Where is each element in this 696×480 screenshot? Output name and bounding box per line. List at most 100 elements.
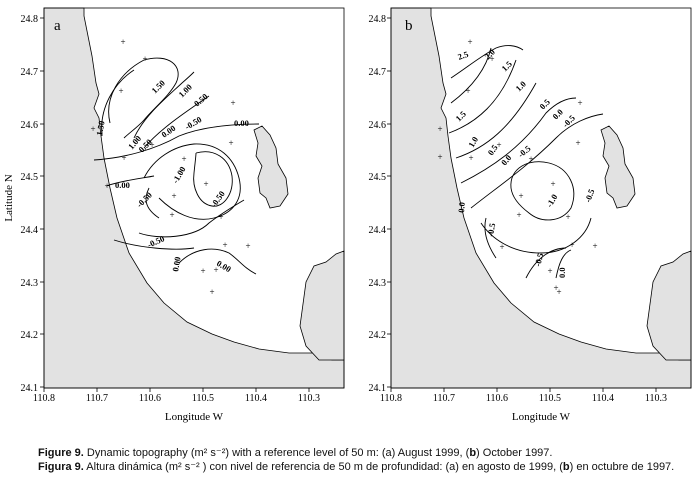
x-tick-label: 110.3 [645,393,667,404]
y-tick-label: 24.3 [21,278,39,289]
caption-figure-label: Figura 9. [38,461,84,473]
y-ticks-b: 24.8 24.7 24.6 24.5 24.4 24.3 24.2 24.1 [369,14,387,394]
panel-letter: a [54,18,61,34]
x-axis-label-b: Longitude W [512,411,571,423]
y-tick-label: 24.4 [369,225,387,236]
panel-a: +++ +++ +++ +++ +++ +++ + 1.50 1.00 0.50… [40,7,345,392]
contour-label: 1.0 [466,135,480,149]
x-tick-label: 110.8 [33,393,55,404]
contours-b [448,45,604,279]
svg-text:+: + [565,212,570,222]
svg-text:+: + [218,212,223,222]
x-tick-label: 110.5 [539,393,561,404]
contour-label: 0.0 [456,202,467,213]
svg-text:+: + [592,241,597,251]
svg-text:+: + [200,266,205,276]
svg-text:+: + [181,154,186,164]
contour-label: 2.5 [456,49,469,62]
svg-text:+: + [213,265,218,275]
svg-text:+: + [222,240,227,250]
svg-text:+: + [528,154,533,164]
x-ticks-b: 110.8 110.7 110.6 110.5 110.4 110.3 [380,393,667,404]
y-tick-label: 24.7 [21,67,39,78]
svg-text:+: + [569,240,574,250]
x-tick-label: 110.7 [433,393,455,404]
contour-labels-b: 2.5 2.0 1.5 1.0 1.5 0.5 0.0 -0.5 1.0 0.5… [453,47,596,278]
caption-spanish: Figura 9. Altura dinámica (m² s⁻² ) con … [38,460,674,473]
svg-text:+: + [556,287,561,297]
y-tick-label: 24.7 [369,67,387,78]
svg-text:+: + [245,241,250,251]
svg-text:+: + [142,54,147,64]
y-tick-label: 24.4 [21,225,39,236]
y-tick-label: 24.1 [21,383,39,394]
svg-text:+: + [169,210,174,220]
panel-b: +++ ++ + +++ +++ +++ +++ ++ 2.5 2.0 1.5 1… [387,7,692,392]
caption-end: ) en octubre de 1997. [569,461,675,473]
svg-text:+: + [577,98,582,108]
svg-text:+: + [149,140,154,150]
y-tick-label: 24.8 [369,14,387,25]
x-tick-label: 110.6 [139,393,161,404]
y-tick-label: 24.5 [369,172,387,183]
svg-text:+: + [547,266,552,276]
x-ticks-a: 110.8 110.7 110.6 110.5 110.4 110.3 [33,393,320,404]
caption-figure-label: Figure 9. [38,447,84,459]
svg-text:+: + [203,179,208,189]
contour-label: -0.5 [485,222,497,237]
svg-text:+: + [499,242,504,252]
caption-text: Altura dinámica (m² s⁻² ) con nivel de r… [83,461,563,473]
y-tick-label: 24.2 [21,330,39,341]
caption-b-letter: b [469,447,477,459]
caption-text: Dynamic topography (m² s⁻²) with a refer… [83,447,470,459]
svg-text:+: + [489,54,494,64]
svg-text:+: + [437,124,442,134]
svg-text:+: + [553,283,558,293]
y-tick-label: 24.1 [369,383,387,394]
x-tick-label: 110.3 [298,393,320,404]
contour-label: 0.0 [557,267,567,278]
panel-letter: b [405,18,413,34]
svg-text:+: + [468,153,473,163]
y-tick-label: 24.8 [21,14,39,25]
contour-label: -0.5 [532,252,545,268]
svg-text:+: + [120,37,125,47]
svg-text:+: + [575,138,580,148]
figure: +++ +++ +++ +++ +++ +++ + 1.50 1.00 0.50… [3,7,692,423]
contour-label: 1.50 [94,120,106,136]
y-tick-label: 24.3 [369,278,387,289]
contour-label: 0.00 [234,118,249,128]
svg-text:+: + [518,191,523,201]
x-axis-label-a: Longitude W [165,411,224,423]
svg-text:+: + [90,124,95,134]
x-tick-label: 110.4 [245,393,267,404]
svg-text:+: + [467,37,472,47]
svg-text:+: + [437,152,442,162]
svg-text:+: + [171,191,176,201]
contour-label: 0.5 [485,143,499,157]
contour-label: -0.5 [582,188,596,204]
caption-english: Figure 9. Dynamic topography (m² s⁻²) wi… [38,446,552,459]
svg-text:+: + [228,138,233,148]
stations-a: + + + + + + + + + + + + + + + + + + + [90,37,250,297]
svg-text:+: + [104,181,109,191]
x-tick-label: 110.7 [86,393,108,404]
contours-a [93,57,260,275]
x-tick-label: 110.6 [486,393,508,404]
y-ticks-a: 24.8 24.7 24.6 24.5 24.4 24.3 24.2 24.1 [21,14,39,394]
svg-text:+: + [121,153,126,163]
svg-text:+: + [209,287,214,297]
y-axis-label: Latitude N [3,174,15,221]
svg-text:+: + [516,210,521,220]
svg-text:+: + [230,98,235,108]
x-tick-label: 110.4 [592,393,614,404]
svg-text:+: + [496,140,501,150]
contour-label: 0.00 [115,180,130,190]
stations-b: +++ ++ + +++ +++ +++ +++ ++ [437,37,597,297]
y-tick-label: 24.2 [369,330,387,341]
y-tick-label: 24.6 [21,120,39,131]
svg-text:+: + [118,86,123,96]
caption-end: ) October 1997. [476,447,553,459]
y-tick-label: 24.5 [21,172,39,183]
x-tick-label: 110.5 [192,393,214,404]
